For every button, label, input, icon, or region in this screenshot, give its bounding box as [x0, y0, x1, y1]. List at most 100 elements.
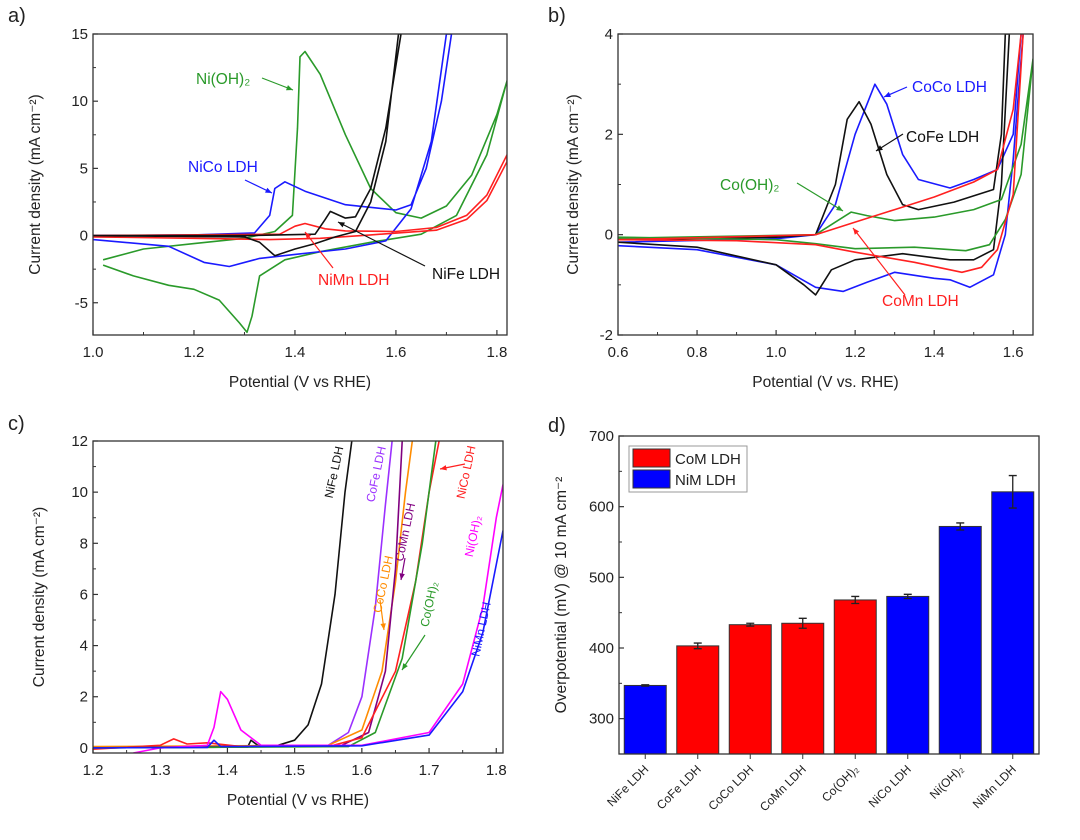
series-annotation: CoMn LDH: [882, 293, 959, 310]
x-tick-label: NiMn LDH: [970, 762, 1019, 811]
bar: [728, 624, 772, 755]
plot-frame: [92, 33, 508, 336]
error-bar: [746, 622, 755, 627]
y-axis-label: Current density (mA cm⁻²): [565, 94, 582, 274]
arrowhead-icon: [402, 663, 408, 670]
x-tick-label: 0.8: [687, 344, 708, 361]
series-annotation: NiFe LDH: [432, 266, 500, 283]
x-axis-label: Potential (V vs. RHE): [752, 374, 898, 391]
series-line-nife-ldh: [93, 34, 402, 257]
y-tick-label: 10: [71, 484, 88, 501]
series-annotation: Ni(OH)₂: [462, 514, 484, 558]
y-tick-label: 4: [80, 638, 88, 655]
arrowhead-icon: [836, 205, 843, 211]
bar: [991, 491, 1035, 755]
panel-a: a) -5 0 5 10 15 Current density (mA cm⁻²) 1.0 1.…: [8, 5, 508, 391]
y-axis-label: Current density (mA cm⁻²): [27, 94, 44, 274]
series-line-cofe-ldh: [93, 441, 393, 749]
series-annotation: Co(OH)₂: [720, 177, 779, 194]
series-line-co-oh-: [618, 58, 1033, 252]
x-tick-label: CoFe LDH: [654, 762, 704, 812]
arrowhead-icon: [265, 187, 272, 193]
x-axis-label: Potential (V vs RHE): [229, 374, 371, 391]
legend-label: NiM LDH: [675, 472, 736, 489]
error-bar: [1008, 474, 1017, 509]
x-tick-label: Ni(OH)₂: [927, 762, 967, 802]
series-annotation: NiCo LDH: [188, 159, 258, 176]
bar: [781, 622, 825, 755]
series-annotation: NiFe LDH: [322, 445, 347, 499]
series-line-nico-ldh: [93, 34, 453, 268]
x-tick-label: 1.8: [486, 344, 507, 361]
y-tick-label: 700: [589, 428, 614, 445]
x-tick-label: NiCo LDH: [866, 762, 914, 810]
bar: [676, 645, 720, 755]
arrowhead-icon: [399, 573, 405, 580]
error-bar: [798, 617, 807, 629]
y-tick-label: 0: [80, 740, 88, 757]
x-tick-label: 1.2: [83, 762, 104, 779]
arrowhead-icon: [380, 623, 386, 630]
series-annotation: Co(OH)₂: [417, 580, 440, 628]
series-annotation: CoMn LDH: [392, 502, 418, 563]
bar: [938, 525, 982, 755]
annotation-arrow: [852, 227, 906, 296]
panel-label: a): [8, 5, 26, 27]
y-tick-label: 0: [80, 228, 88, 245]
arrowhead-icon: [884, 91, 891, 97]
x-axis-label: Potential (V vs RHE): [227, 792, 369, 809]
legend-label: CoM LDH: [675, 451, 741, 468]
annotation-arrow: [796, 182, 844, 212]
series-line-nimn-ldh: [93, 530, 503, 749]
x-tick-label: 1.5: [284, 762, 305, 779]
x-tick-label: 1.2: [184, 344, 205, 361]
y-tick-label: 6: [80, 586, 88, 603]
y-tick-label: 400: [589, 640, 614, 657]
x-tick-label: 1.7: [419, 762, 440, 779]
plot-frame: [617, 33, 1034, 336]
panel-label: c): [8, 413, 25, 435]
series-line-coco-ldh: [93, 441, 414, 748]
error-bar: [693, 642, 702, 650]
annotation-arrow: [401, 634, 426, 671]
series-annotation: CoFe LDH: [906, 129, 979, 146]
x-tick-label: 0.6: [608, 344, 629, 361]
series-annotation: CoFe LDH: [363, 445, 388, 503]
y-tick-label: 300: [589, 711, 614, 728]
plot-frame: [92, 440, 504, 754]
legend: CoM LDH NiM LDH: [628, 445, 748, 493]
y-axis-label: Overpotential (mV) @ 10 mA cm⁻²: [553, 477, 570, 714]
annotation-arrow: [337, 221, 426, 267]
x-tick-label: Co(OH)₂: [819, 762, 862, 805]
bar: [623, 684, 667, 755]
x-tick-label: 1.4: [285, 344, 306, 361]
series-annotation: NiCo LDH: [454, 444, 479, 500]
arrowhead-icon: [440, 465, 447, 471]
error-bar: [641, 684, 650, 687]
x-tick-label: NiFe LDH: [604, 762, 651, 809]
y-tick-label: -2: [600, 327, 613, 344]
arrowhead-icon: [305, 232, 312, 239]
series-annotation: Ni(OH)₂: [196, 71, 250, 88]
panel-c: c) 0 2 4 6 8 10 12 Current density (mA cm⁻²) 1.2 1…: [8, 413, 507, 809]
y-tick-label: 5: [80, 160, 88, 177]
y-tick-label: 2: [80, 689, 88, 706]
panel-label: d): [548, 415, 566, 437]
arrowhead-icon: [338, 222, 345, 228]
error-bar: [851, 595, 860, 605]
y-tick-label: 10: [71, 93, 88, 110]
arrowhead-icon: [286, 85, 293, 91]
x-tick-label: CoMn LDH: [757, 762, 809, 814]
x-tick-label: 1.2: [845, 344, 866, 361]
series-line-comn-ldh: [618, 34, 1024, 274]
series-line-coco-ldh: [618, 34, 1024, 293]
y-axis-label: Current density (mA cm⁻²): [31, 507, 48, 687]
series-line-ni-oh-: [133, 484, 503, 753]
y-tick-label: 500: [589, 569, 614, 586]
series-line-cofe-ldh: [618, 34, 1011, 296]
x-tick-label: 1.8: [486, 762, 507, 779]
y-tick-label: 8: [80, 535, 88, 552]
error-bar: [903, 593, 912, 600]
legend-swatch: [632, 448, 671, 468]
